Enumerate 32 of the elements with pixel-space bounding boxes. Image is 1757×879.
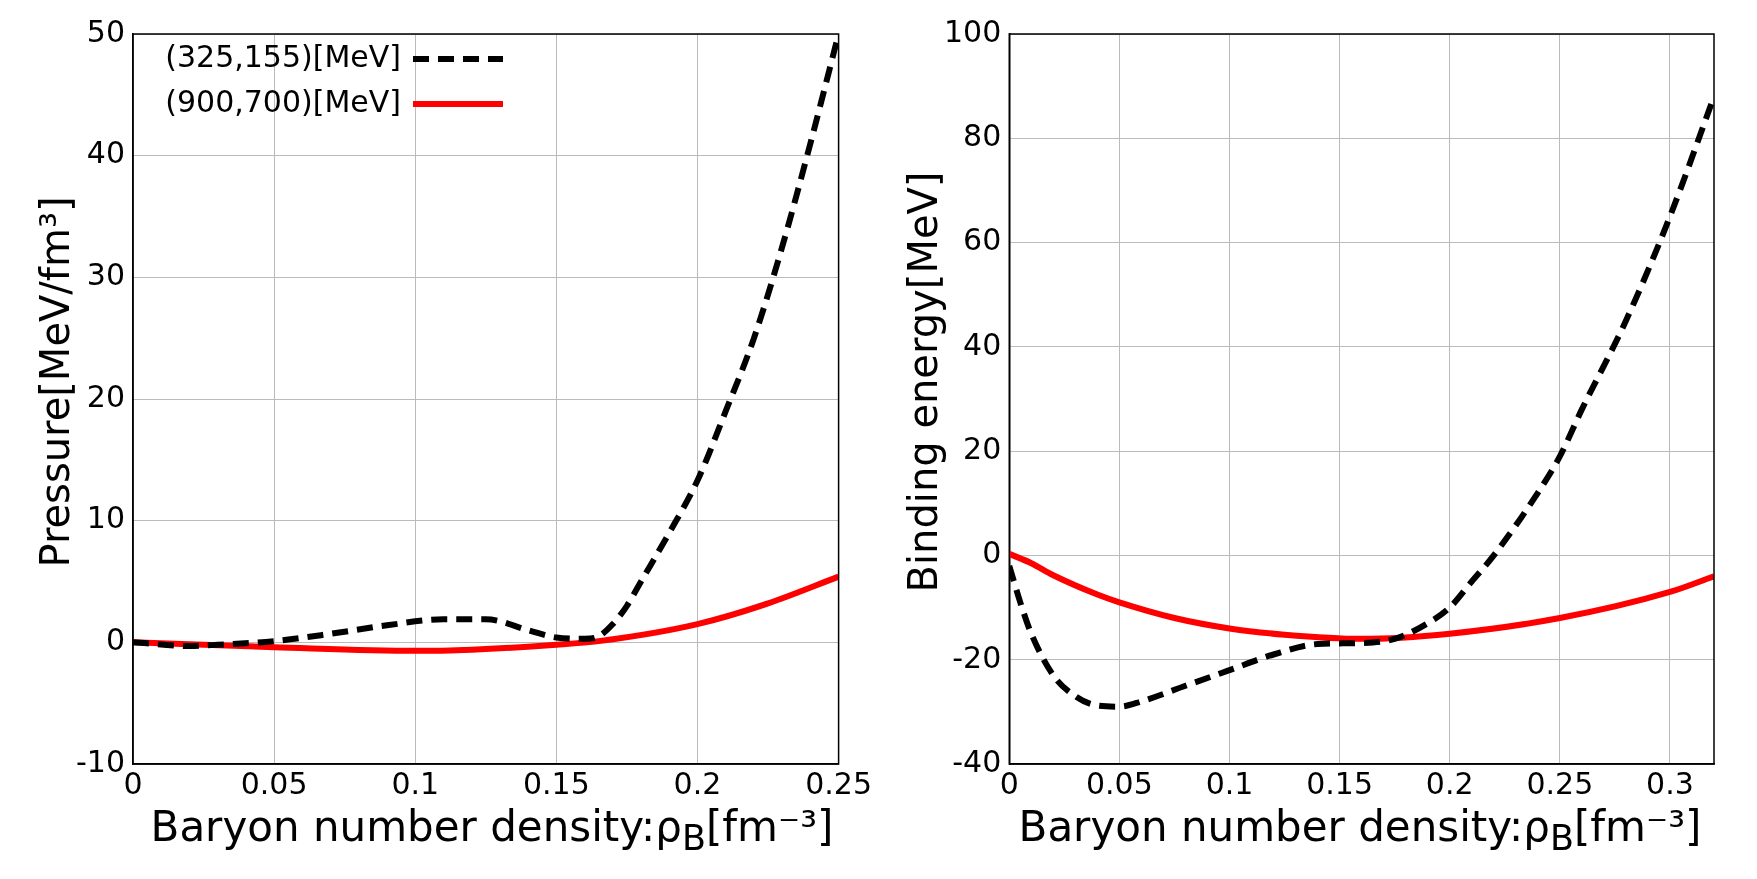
y-tick-label: -20 bbox=[952, 639, 1002, 675]
x-tick-label: 0.3 bbox=[1646, 765, 1694, 801]
y-tick-label: 80 bbox=[963, 118, 1002, 154]
y-tick-label: 30 bbox=[86, 257, 125, 293]
x-tick-label: 0.1 bbox=[1205, 765, 1254, 801]
y-tick-label: 10 bbox=[86, 500, 125, 536]
x-axis-title: Baryon number density:ρ$_{B}$[fm⁻³] bbox=[1017, 802, 1703, 859]
y-axis-title: Binding energy[MeV] bbox=[900, 171, 946, 593]
x-axis-title: Baryon number density:ρ$_{B}$[fm⁻³] bbox=[149, 802, 835, 859]
y-tick-label: -40 bbox=[952, 743, 1002, 779]
x-tick-label: 0.25 bbox=[805, 765, 872, 801]
y-tick-label: 0 bbox=[105, 622, 125, 658]
x-tick-label: 0.15 bbox=[522, 765, 590, 801]
y-tick-label: 60 bbox=[963, 222, 1002, 258]
y-axis-title: Pressure[MeV/fm³] bbox=[32, 196, 78, 568]
y-tick-label: 0 bbox=[982, 535, 1002, 571]
x-tick-label: 0.05 bbox=[240, 765, 308, 801]
y-tick-label: 100 bbox=[944, 13, 1002, 49]
y-tick-label: 50 bbox=[86, 13, 125, 49]
x-tick-label: 0.05 bbox=[1085, 765, 1153, 801]
x-tick-label: 0.2 bbox=[673, 765, 722, 801]
legend-label: (900,700)[MeV] bbox=[165, 83, 401, 119]
y-tick-label: 40 bbox=[86, 135, 125, 171]
x-tick-label: 0.1 bbox=[391, 765, 440, 801]
y-tick-label: 20 bbox=[86, 378, 125, 414]
y-tick-label: -10 bbox=[76, 743, 125, 779]
y-tick-label: 40 bbox=[963, 326, 1002, 362]
x-tick-label: 0.2 bbox=[1425, 765, 1474, 801]
x-tick-label: 0.15 bbox=[1306, 765, 1374, 801]
legend-label: (325,155)[MeV] bbox=[165, 38, 401, 74]
x-tick-label: 0.25 bbox=[1526, 765, 1594, 801]
y-tick-label: 20 bbox=[963, 430, 1002, 466]
